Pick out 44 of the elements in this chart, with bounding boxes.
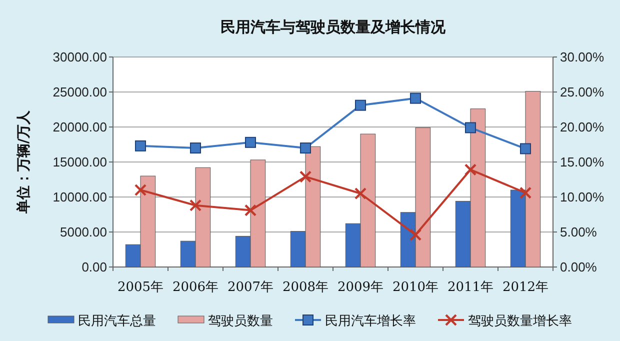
- point: [464, 164, 477, 176]
- legend-label: 民用汽车增长率: [325, 313, 416, 329]
- y2-tick-label: 20.00%: [560, 120, 605, 134]
- point: [355, 100, 366, 111]
- legend-label: 驾驶员数量: [208, 314, 273, 329]
- y2-tick-label: 15.00%: [560, 154, 605, 170]
- point: [465, 122, 476, 134]
- x-tick-label: 2006年: [172, 280, 219, 295]
- point: [354, 187, 367, 200]
- y2-tick-label: 10.00%: [560, 190, 605, 204]
- y-tick-label: 0.00: [82, 260, 107, 274]
- point: [135, 140, 146, 152]
- x-tick-label: 2010年: [392, 280, 439, 295]
- y-tick-label: 10000.00: [52, 190, 107, 204]
- point: [410, 92, 421, 104]
- point: [299, 170, 312, 183]
- chart-title: 民用汽车与驾驶员数量及增长情况: [220, 18, 446, 36]
- point: [244, 204, 257, 216]
- point: [134, 184, 147, 196]
- x-tick-label: 2009年: [337, 280, 384, 295]
- point: [300, 142, 311, 154]
- point: [245, 136, 256, 148]
- y2-tick-label: 0.00%: [560, 260, 598, 274]
- x-tick-label: 2012年: [502, 280, 549, 295]
- point: [519, 186, 532, 199]
- y-tick-label: 25000.00: [52, 84, 107, 100]
- x-tick-label: 2005年: [117, 280, 164, 295]
- y-tick-label: 5000.00: [60, 224, 107, 240]
- legend-label: 驾驶员数量增长率: [468, 313, 572, 329]
- y2-tick-label: 25.00%: [560, 84, 605, 100]
- x-tick-label: 2011年: [447, 280, 494, 295]
- point: [409, 228, 422, 241]
- y-axis-title: 单位：万辆/万人: [16, 109, 32, 215]
- y-tick-label: 30000.00: [52, 50, 107, 64]
- y-tick-label: 20000.00: [52, 120, 107, 134]
- x-tick-label: 2007年: [227, 280, 274, 295]
- y-tick-label: 15000.00: [52, 154, 107, 170]
- y2-tick-label: 30.00%: [560, 50, 605, 64]
- x-tick-label: 2008年: [282, 280, 329, 295]
- point: [190, 142, 201, 154]
- point: [520, 143, 531, 154]
- legend-label: 民用汽车总量: [78, 314, 156, 329]
- point: [189, 199, 202, 212]
- y2-tick-label: 5.00%: [560, 224, 598, 240]
